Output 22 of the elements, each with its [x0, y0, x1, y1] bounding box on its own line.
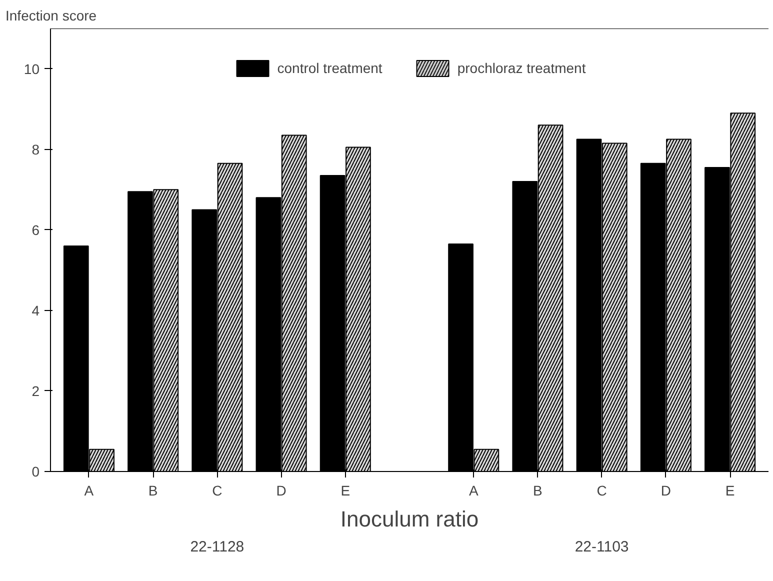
y-tick-label: 8	[32, 141, 40, 158]
x-tick-label: C	[596, 482, 607, 498]
x-tick-label: B	[533, 482, 542, 498]
x-tick-label: A	[468, 482, 479, 498]
x-tick-label: E	[340, 482, 350, 498]
y-tick-label: 0	[32, 464, 40, 480]
legend-label: prochloraz treatment	[457, 60, 586, 76]
y-tick-label: 10	[24, 60, 40, 77]
y-tick-label: 6	[32, 222, 40, 238]
legend-label: control treatment	[277, 60, 382, 76]
y-tick-label: 4	[32, 302, 40, 318]
text: 22-1103	[574, 538, 629, 556]
x-tick-label: B	[148, 482, 158, 498]
x-axis-title: Inoculum ratio	[340, 506, 479, 532]
text: 22-1128	[190, 538, 244, 556]
y-axis-title: Infection score	[6, 8, 97, 24]
x-tick-label: D	[276, 482, 286, 498]
y-tick-label: 2	[32, 382, 40, 399]
x-tick-label: E	[725, 482, 735, 498]
x-tick-label: A	[84, 482, 94, 498]
x-tick-label: D	[660, 482, 671, 498]
x-tick-label: C	[212, 482, 222, 498]
